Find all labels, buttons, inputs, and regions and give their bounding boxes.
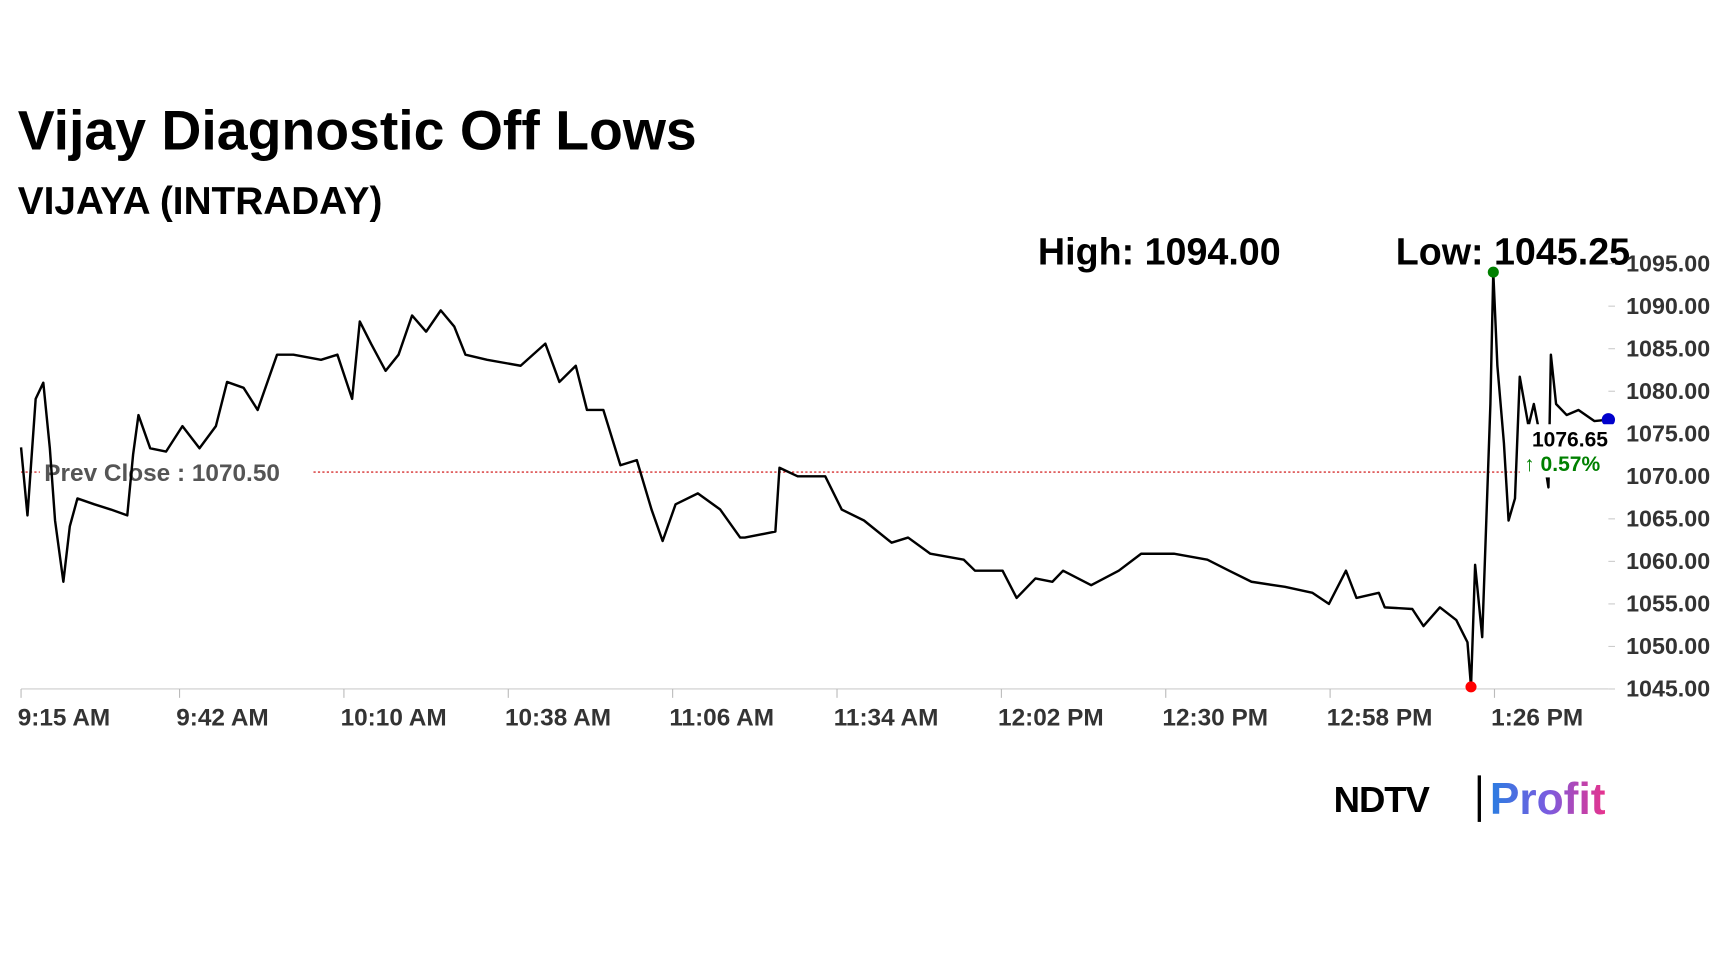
high-marker — [1487, 266, 1499, 278]
x-tick-label: 12:30 PM — [1162, 705, 1268, 732]
y-tick-label: 1045.00 — [1626, 676, 1710, 702]
chart-title: Vijay Diagnostic Off Lows — [18, 100, 697, 162]
logo: NDTV Profit — [1334, 775, 1606, 824]
y-tick-label: 1055.00 — [1626, 591, 1710, 617]
y-tick-label: 1075.00 — [1626, 421, 1710, 447]
x-tick-label: 11:34 AM — [834, 705, 939, 732]
y-tick-label: 1085.00 — [1626, 335, 1710, 361]
chart-subtitle: VIJAYA (INTRADAY) — [18, 180, 383, 223]
high-label: High: 1094.00 — [1038, 231, 1281, 273]
prev-close-label: Prev Close : 1070.50 — [44, 460, 280, 487]
last-box — [1521, 424, 1616, 478]
change-label: ↑ 0.57% — [1524, 453, 1600, 476]
x-tick-label: 10:10 AM — [341, 705, 447, 732]
x-tick-label: 10:38 AM — [505, 705, 611, 732]
last-label: 1076.65 — [1532, 428, 1608, 451]
logo-divider — [1477, 775, 1481, 822]
logo-left: NDTV — [1334, 779, 1431, 820]
low-marker — [1465, 681, 1477, 693]
x-tick-label: 9:15 AM — [18, 705, 111, 732]
x-tick-label: 12:58 PM — [1327, 705, 1433, 732]
price-line — [19, 270, 1609, 689]
y-tick-label: 1060.00 — [1626, 548, 1710, 574]
prev-close-bg — [39, 456, 313, 488]
x-tick-label: 1:26 PM — [1491, 705, 1583, 732]
x-tick-label: 11:06 AM — [669, 705, 774, 732]
y-tick-label: 1065.00 — [1626, 506, 1710, 532]
y-tick-label: 1090.00 — [1626, 293, 1710, 319]
y-tick-label: 1050.00 — [1626, 633, 1710, 659]
low-label: Low: 1045.25 — [1396, 231, 1630, 273]
y-tick-label: 1070.00 — [1626, 463, 1710, 489]
x-tick-label: 12:02 PM — [998, 705, 1104, 732]
y-tick-label: 1080.00 — [1626, 378, 1710, 404]
logo-right: Profit — [1490, 775, 1606, 824]
y-tick-label: 1095.00 — [1626, 250, 1710, 276]
last-marker — [1601, 413, 1616, 427]
x-tick-label: 9:42 AM — [176, 705, 269, 732]
